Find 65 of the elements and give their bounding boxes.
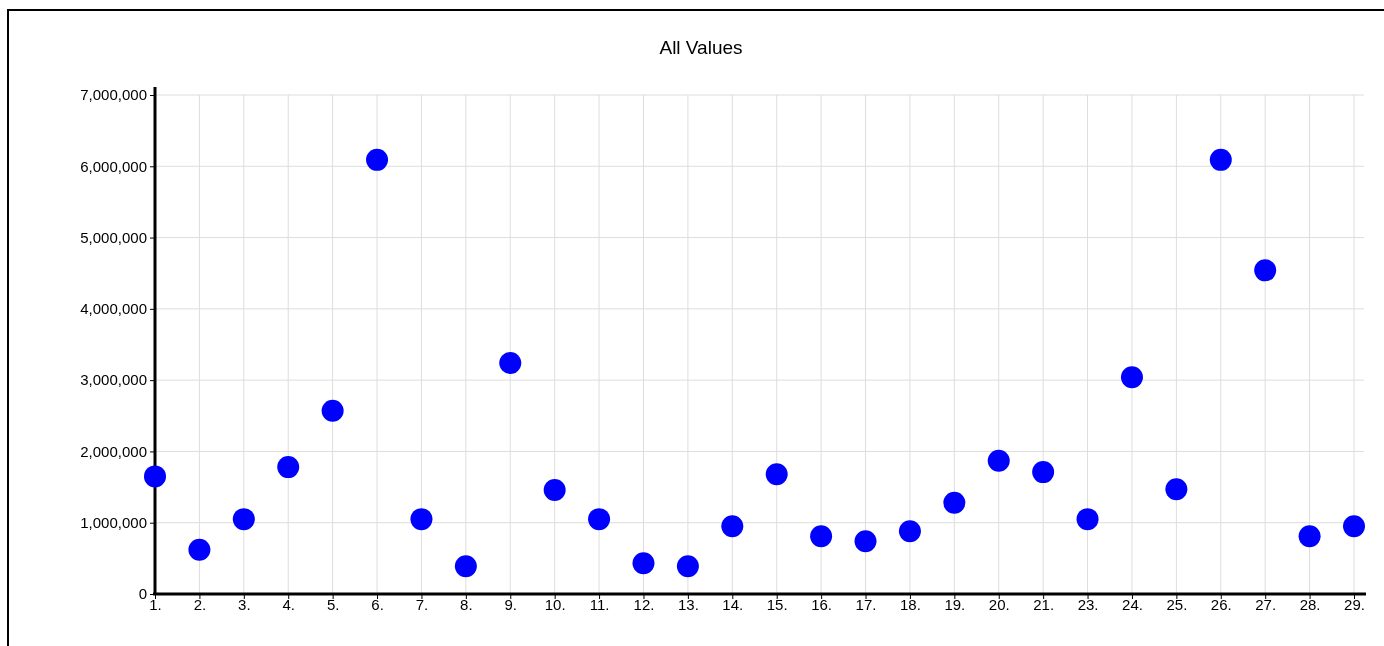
y-tick-label: 2,000,000 [80, 442, 147, 460]
point [1120, 366, 1143, 389]
point [1209, 148, 1232, 171]
point [1076, 508, 1099, 531]
point [1298, 525, 1321, 548]
point [854, 530, 877, 553]
x-tick-label: 13. [677, 595, 699, 613]
point [232, 508, 255, 531]
x-tick-label: 23. [1077, 595, 1099, 613]
x-tick-label: 19. [944, 595, 966, 613]
x-tick-label: 12. [633, 595, 655, 613]
x-tick-label: 17. [855, 595, 877, 613]
point [410, 508, 433, 531]
point [588, 508, 611, 531]
x-tick-label: 8. [460, 595, 473, 613]
y-tick-label: 6,000,000 [80, 157, 147, 175]
point [277, 456, 300, 479]
point [321, 399, 344, 422]
x-tick-label: 10. [544, 595, 566, 613]
y-tick-label: 4,000,000 [80, 300, 147, 318]
chart-title: All Values [659, 37, 743, 58]
x-tick-label: 26. [1210, 595, 1232, 613]
x-tick-label: 21. [1033, 595, 1055, 613]
x-tick-label: 4. [282, 595, 295, 613]
y-tick-label: 5,000,000 [80, 228, 147, 246]
x-tick-label: 16. [811, 595, 833, 613]
y-tick-label: 7,000,000 [80, 86, 147, 104]
point [721, 515, 744, 538]
x-tick-label: 25. [1166, 595, 1188, 613]
x-tick-label: 2. [193, 595, 207, 613]
y-tick-label: 0 [138, 585, 147, 603]
point [188, 538, 211, 561]
point [810, 525, 833, 548]
point [676, 555, 699, 578]
x-tick-label: 5. [326, 595, 340, 613]
point [1343, 515, 1365, 538]
x-tick-label: 24. [1122, 595, 1143, 613]
point [499, 352, 522, 375]
x-tick-label: 27. [1255, 595, 1277, 613]
x-tick-label: 7. [415, 595, 429, 613]
point [1165, 478, 1188, 501]
x-tick-label: 20. [988, 595, 1010, 613]
point [943, 491, 966, 514]
y-tick-label: 1,000,000 [80, 514, 147, 532]
point [632, 552, 655, 575]
point [543, 478, 566, 501]
x-tick-label: 14. [722, 595, 744, 613]
x-tick-label: 1. [149, 595, 162, 613]
x-tick-label: 15. [766, 595, 788, 613]
x-tick-label: 3. [238, 595, 251, 613]
point [1032, 461, 1055, 484]
x-tick-label: 11. [589, 595, 610, 613]
point [765, 463, 788, 486]
x-tick-label: 9. [504, 595, 518, 613]
point [987, 449, 1010, 472]
point [144, 465, 166, 488]
point [454, 555, 477, 578]
point [366, 148, 389, 171]
x-tick-label: 28. [1299, 595, 1321, 613]
point [1254, 259, 1277, 282]
y-tick-label: 3,000,000 [80, 371, 147, 389]
point [898, 520, 921, 543]
x-tick-label: 29. [1344, 595, 1365, 613]
x-tick-label: 18. [900, 595, 921, 613]
x-tick-label: 6. [371, 595, 384, 613]
